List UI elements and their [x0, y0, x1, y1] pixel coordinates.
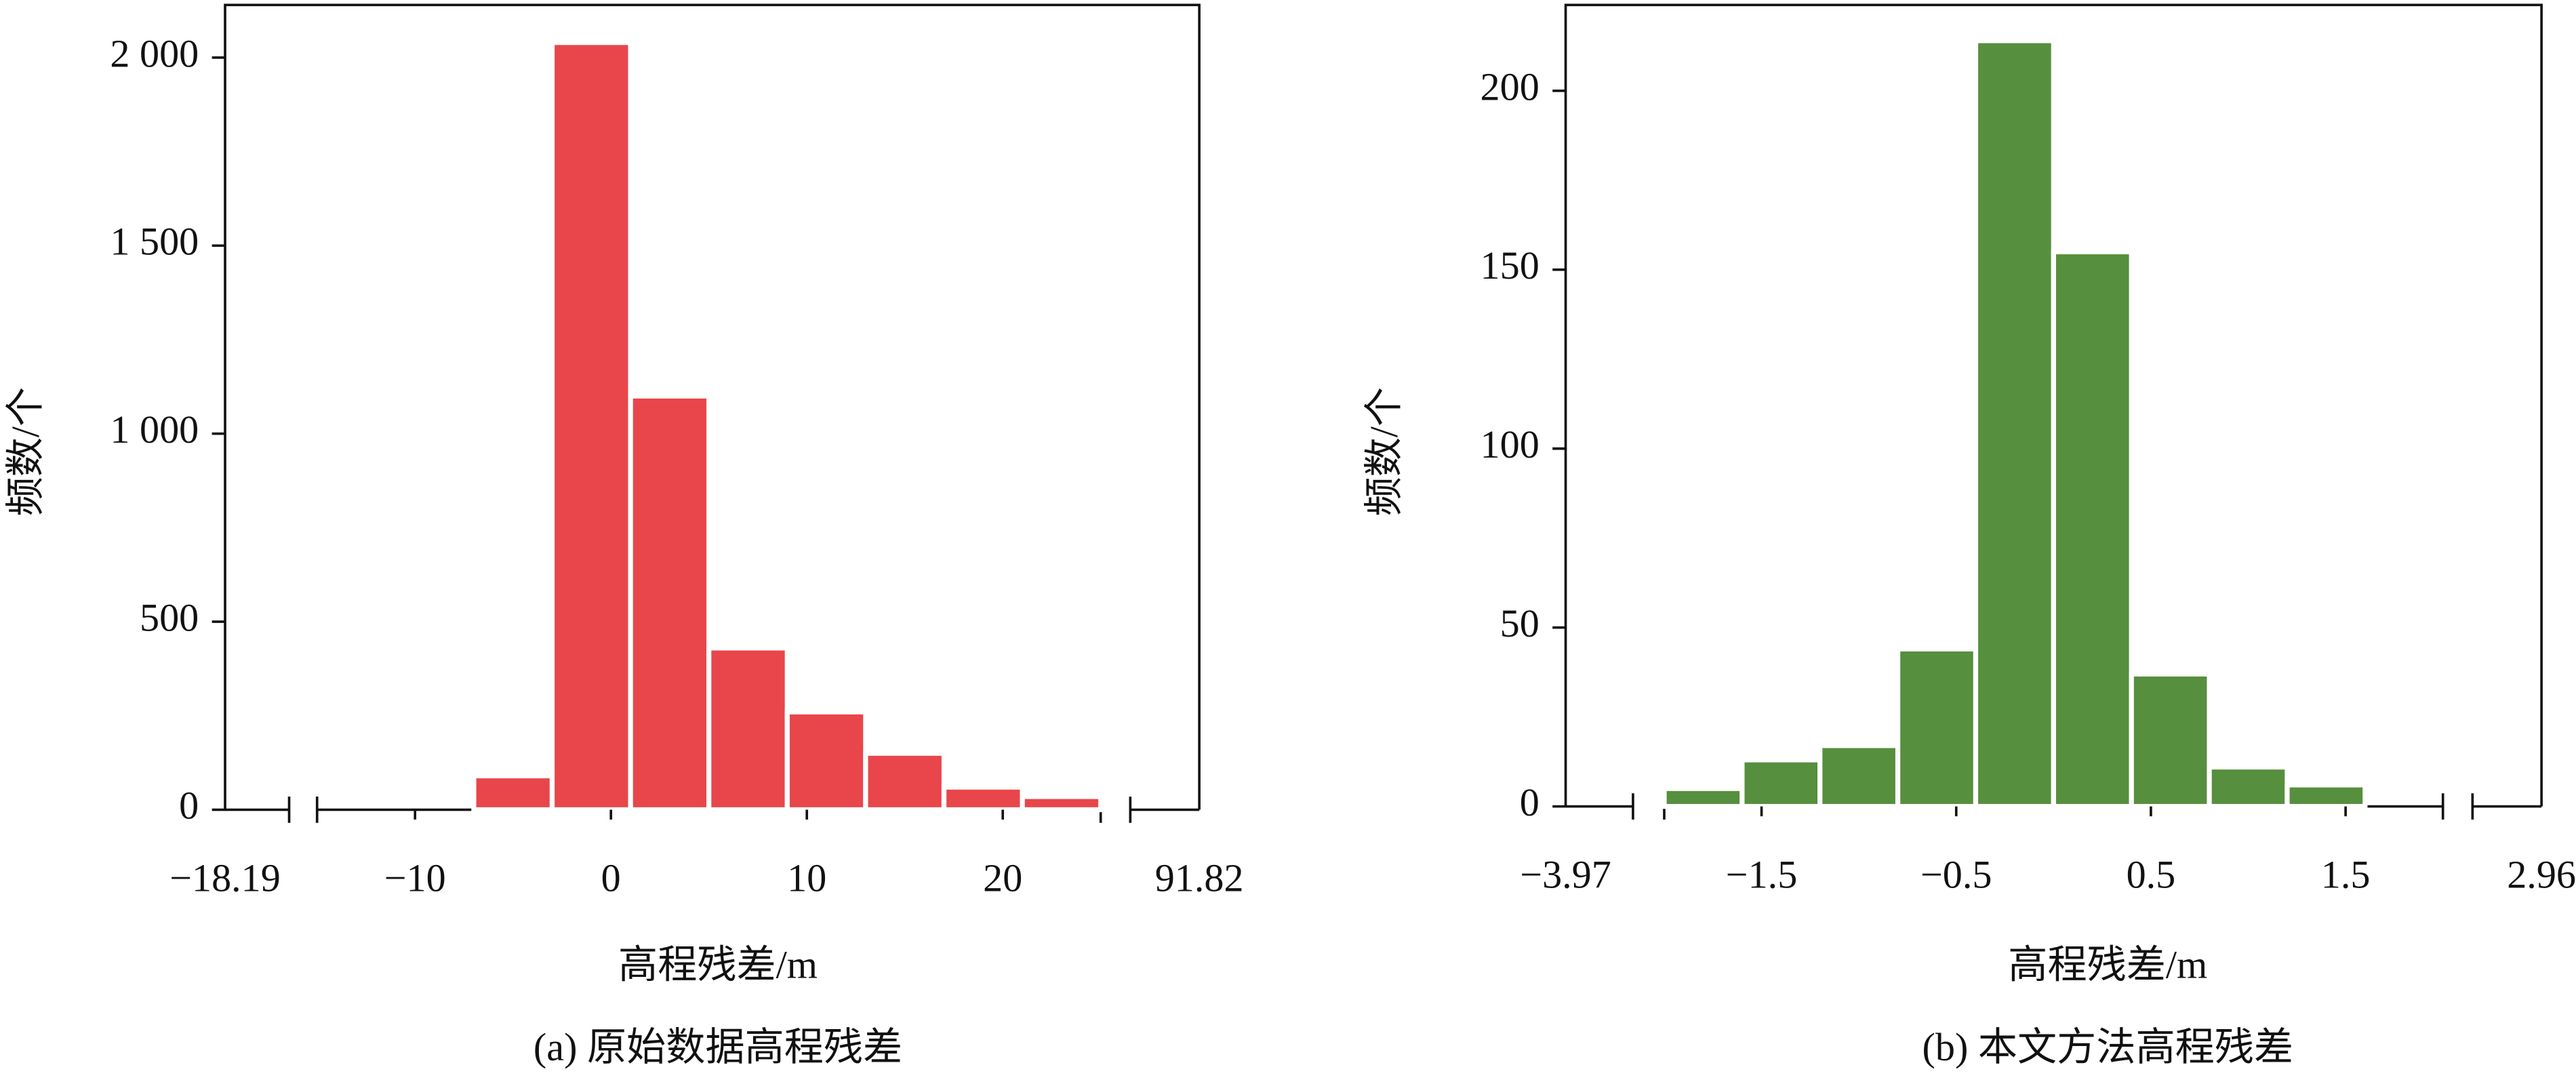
- axis-frame: [224, 3, 1201, 810]
- x-tick-label: −1.5: [1726, 853, 1797, 897]
- bar: [1895, 646, 1979, 809]
- bar: [1739, 757, 1823, 809]
- x-tick-label: 10: [787, 856, 826, 900]
- y-axis-label: 频数/个: [3, 387, 47, 517]
- bar: [706, 645, 790, 813]
- bar: [863, 750, 947, 813]
- axis-frame: [1564, 3, 2543, 807]
- caption: (a) 原始数据高程残差: [534, 1025, 902, 1069]
- bar: [1817, 743, 1901, 809]
- y-tick-label: 2 000: [110, 31, 199, 75]
- x-tick-label: 0.5: [2127, 853, 2176, 897]
- bar: [941, 784, 1025, 813]
- x-break-label: 2.96: [2507, 853, 2576, 897]
- bar: [2051, 249, 2134, 809]
- bar: [2129, 671, 2212, 809]
- x-tick-label: 1.5: [2321, 853, 2371, 897]
- x-break-label: 91.82: [1155, 856, 1244, 900]
- y-tick-label: 100: [1481, 422, 1539, 466]
- x-break-label: −3.97: [1520, 853, 1611, 897]
- x-axis-label: 高程残差/m: [618, 943, 818, 987]
- y-tick-label: 0: [1520, 780, 1539, 824]
- x-axis-label: 高程残差/m: [2008, 943, 2207, 987]
- bar: [2285, 782, 2368, 809]
- caption: (b) 本文方法高程残差: [1923, 1025, 2294, 1069]
- x-tick-label: 20: [983, 856, 1022, 900]
- bar: [784, 709, 868, 813]
- bar: [1020, 794, 1104, 813]
- y-tick-label: 1 000: [110, 407, 199, 451]
- y-axis-label: 频数/个: [1362, 387, 1406, 517]
- bar: [549, 40, 633, 813]
- x-break-label: −18.19: [169, 856, 281, 900]
- y-tick-label: 1 500: [110, 220, 199, 264]
- y-tick-label: 150: [1481, 243, 1539, 287]
- y-tick-label: 500: [140, 595, 199, 639]
- bar: [1973, 38, 2056, 809]
- y-tick-label: 50: [1500, 601, 1539, 645]
- x-tick-label: −0.5: [1920, 853, 1992, 897]
- y-tick-label: 200: [1481, 64, 1539, 108]
- bar: [2207, 764, 2290, 809]
- bar: [628, 393, 712, 813]
- x-tick-label: 0: [601, 856, 621, 900]
- bar: [471, 773, 555, 813]
- x-tick-label: −10: [384, 856, 446, 900]
- y-tick-label: 0: [179, 784, 199, 828]
- bar: [1662, 786, 1745, 809]
